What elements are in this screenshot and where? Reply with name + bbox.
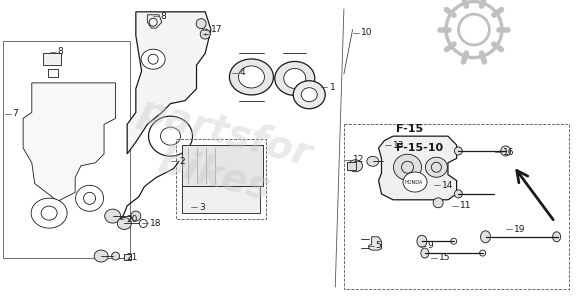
Text: 21: 21: [126, 253, 138, 262]
Ellipse shape: [403, 172, 427, 192]
Bar: [124, 255, 131, 260]
Ellipse shape: [501, 146, 511, 156]
Text: 18: 18: [150, 219, 162, 228]
Ellipse shape: [284, 68, 306, 89]
Ellipse shape: [421, 248, 429, 258]
Text: 14: 14: [442, 181, 454, 189]
Ellipse shape: [454, 190, 462, 198]
Ellipse shape: [131, 211, 141, 221]
Ellipse shape: [417, 235, 427, 247]
Text: 1: 1: [329, 83, 335, 92]
Text: 11: 11: [460, 201, 471, 210]
Ellipse shape: [275, 62, 315, 95]
Ellipse shape: [239, 66, 264, 88]
Text: HONDA: HONDA: [404, 180, 423, 184]
Bar: [3, 41, 130, 258]
Text: 19: 19: [514, 225, 526, 234]
Text: 10: 10: [361, 28, 373, 37]
Polygon shape: [369, 237, 381, 250]
Text: 3: 3: [199, 203, 205, 212]
Ellipse shape: [367, 156, 379, 166]
Bar: [344, 124, 569, 289]
Text: 8: 8: [161, 12, 166, 21]
Ellipse shape: [394, 154, 421, 180]
Ellipse shape: [112, 252, 120, 260]
Text: 17: 17: [211, 25, 223, 34]
Text: 2: 2: [179, 157, 185, 166]
Ellipse shape: [553, 232, 561, 242]
Ellipse shape: [76, 185, 103, 211]
Text: 4: 4: [240, 68, 246, 77]
Bar: [43, 53, 61, 65]
Ellipse shape: [31, 198, 67, 228]
Ellipse shape: [141, 49, 165, 69]
Text: 15: 15: [439, 253, 451, 262]
Text: 16: 16: [503, 148, 514, 157]
Ellipse shape: [105, 209, 121, 223]
Polygon shape: [23, 83, 116, 201]
Ellipse shape: [200, 29, 210, 39]
Text: 7: 7: [13, 110, 18, 118]
Ellipse shape: [229, 59, 273, 95]
Ellipse shape: [94, 250, 108, 262]
Ellipse shape: [196, 19, 206, 29]
Ellipse shape: [349, 160, 362, 172]
Ellipse shape: [301, 88, 317, 102]
Text: 13: 13: [393, 141, 405, 149]
Text: F-15: F-15: [396, 124, 423, 134]
Text: 5: 5: [376, 241, 381, 250]
Ellipse shape: [425, 157, 447, 177]
Text: 8: 8: [58, 47, 64, 56]
Bar: [48, 69, 58, 77]
Polygon shape: [147, 15, 162, 28]
Ellipse shape: [293, 81, 325, 109]
Polygon shape: [379, 136, 457, 200]
Text: 12: 12: [353, 155, 364, 164]
Bar: [182, 145, 263, 186]
Text: 20: 20: [126, 215, 138, 223]
Ellipse shape: [433, 198, 443, 208]
Ellipse shape: [149, 116, 192, 156]
Ellipse shape: [454, 147, 462, 155]
Bar: [347, 162, 356, 170]
Text: F-15-10: F-15-10: [396, 143, 443, 153]
Ellipse shape: [480, 231, 491, 243]
Bar: [176, 139, 266, 219]
Ellipse shape: [117, 218, 131, 229]
Polygon shape: [127, 12, 211, 154]
Text: 9: 9: [428, 241, 434, 250]
Bar: [182, 186, 260, 213]
Text: partsfor
bikes: partsfor bikes: [123, 91, 316, 217]
